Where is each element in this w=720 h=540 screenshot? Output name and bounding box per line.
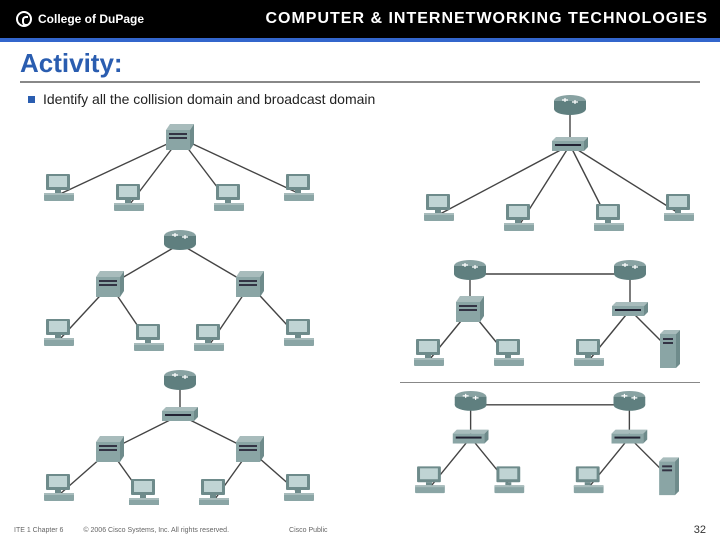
topology-svg: [30, 225, 330, 360]
footer-page: 32: [694, 524, 706, 536]
bullet-icon: [28, 96, 35, 103]
diagram-panel: [30, 365, 330, 505]
topology-svg: [400, 383, 700, 510]
header-bar: College of DuPage COMPUTER & INTERNETWOR…: [0, 0, 720, 38]
topology-svg: [30, 365, 330, 505]
bullet-text: Identify all the collision domain and br…: [43, 91, 375, 107]
diagram-panel: [400, 90, 700, 245]
header-title: COMPUTER & INTERNETWORKING TECHNOLOGIES: [265, 10, 708, 28]
diagram-panel: [400, 255, 700, 375]
diagram-panel: [30, 120, 330, 220]
diagram-area: [10, 120, 710, 516]
topology-svg: [400, 90, 700, 245]
footer-copyright: © 2006 Cisco Systems, Inc. All rights re…: [83, 527, 229, 534]
footer: ITE 1 Chapter 6 © 2006 Cisco Systems, In…: [14, 524, 706, 536]
org-name: College of DuPage: [38, 12, 144, 26]
diagram-panel: [30, 225, 330, 360]
diagram-panel: [400, 382, 700, 510]
footer-chapter: ITE 1 Chapter 6: [14, 527, 63, 534]
footer-classification: Cisco Public: [289, 527, 328, 534]
org-logo-icon: [16, 11, 32, 27]
topology-svg: [400, 255, 700, 375]
slide-title: Activity:: [20, 48, 700, 83]
topology-svg: [30, 120, 330, 220]
org-badge: College of DuPage: [6, 0, 154, 38]
